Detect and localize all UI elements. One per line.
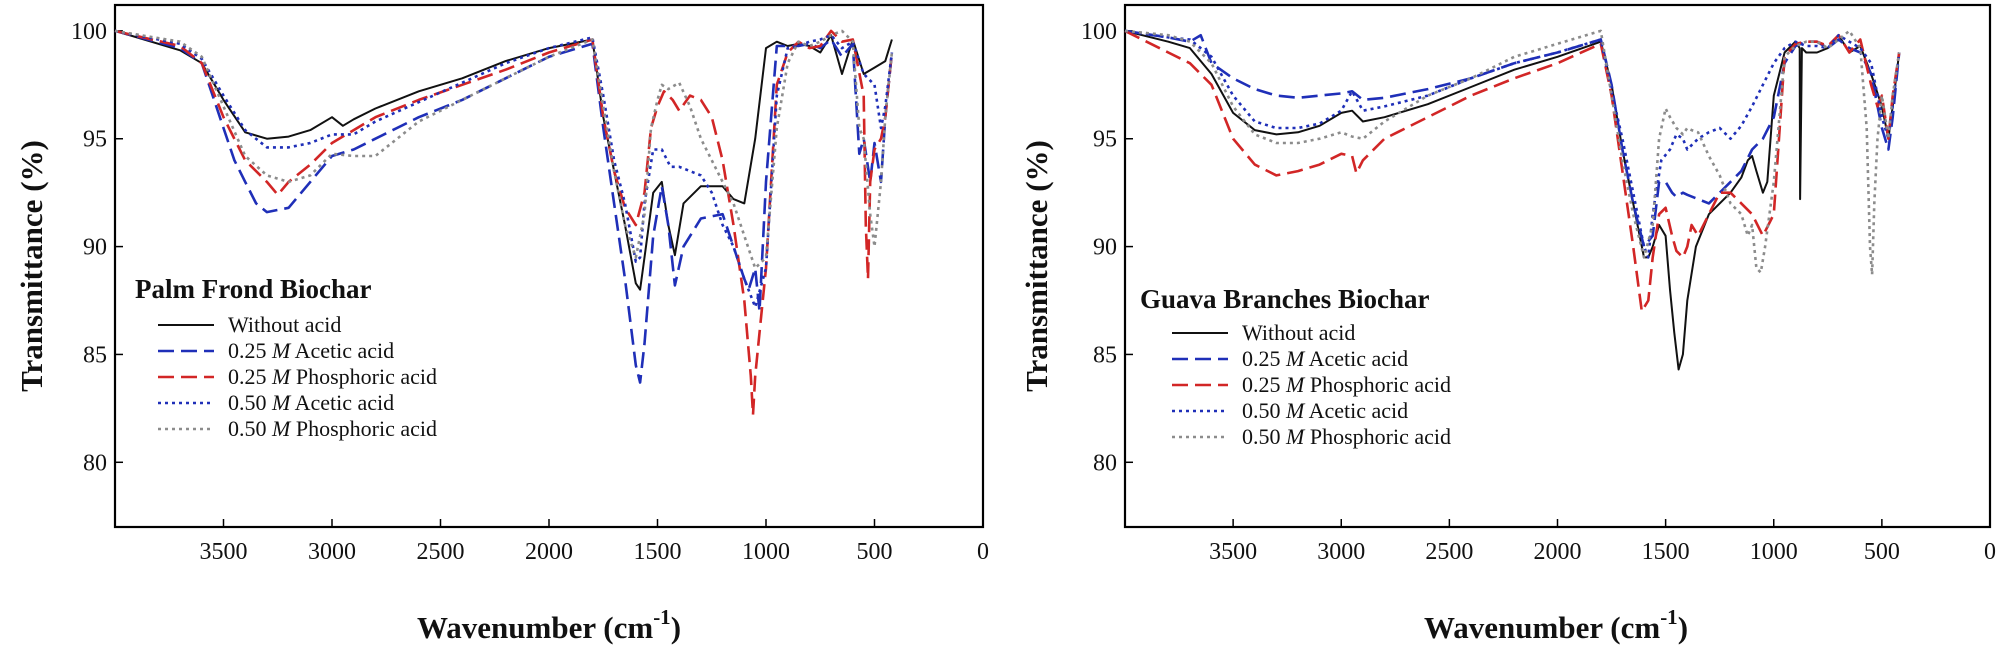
x-tick-label: 3500: [1209, 539, 1257, 565]
x-tick-label: 500: [857, 539, 893, 565]
series-line-1: [114, 29, 894, 384]
x-axis-label-superscript: -1: [1660, 605, 1678, 629]
series-lines: [114, 29, 894, 417]
x-axis-label-superscript: -1: [653, 605, 671, 629]
x-tick-label: 2500: [1425, 539, 1473, 565]
y-tick-label: 80: [1093, 450, 1117, 476]
x-tick-label: 2000: [1534, 539, 1582, 565]
y-tick-labels: 80 85 90 95 100: [71, 19, 107, 476]
series-line-2: [1124, 29, 1901, 313]
panel-guava-branches: 80 85 90 95 100 3500 3000 2500 2000 1500 1000 500 0…: [1019, 3, 1996, 645]
x-axis-label: Wavenumber (cm-1): [417, 605, 681, 645]
y-tick-label: 80: [83, 450, 107, 476]
x-tick-label: 1000: [1750, 539, 1798, 565]
legend-label-0: Without acid: [228, 312, 341, 337]
chart-title: Palm Frond Biochar: [135, 274, 372, 304]
series-line-3: [114, 29, 894, 309]
series-lines: [1124, 29, 1901, 371]
chart-title: Guava Branches Biochar: [1140, 284, 1430, 314]
plot-frame: [1123, 3, 1992, 529]
y-tick-label: 95: [1093, 127, 1117, 153]
x-tick-marks: [1232, 519, 1991, 527]
panel-palm-frond: 80 85 90 95 100 3500 3000 2500 2000 1500 1000 500 0…: [14, 3, 990, 645]
series-line-4: [114, 29, 894, 270]
plot-frame: [113, 3, 985, 529]
y-axis-label: Transmittance (%): [1019, 140, 1054, 392]
y-tick-label: 95: [83, 127, 107, 153]
x-tick-marks: [222, 519, 984, 527]
x-tick-label: 1500: [634, 539, 682, 565]
y-tick-labels: 80 85 90 95 100: [1081, 19, 1117, 476]
x-axis-label-close: ): [671, 610, 681, 645]
x-tick-label: 1000: [742, 539, 790, 565]
y-tick-label: 100: [71, 19, 107, 45]
legend-label-4: 0.50 M Phosphoric acid: [1242, 424, 1451, 449]
y-tick-label: 85: [83, 342, 107, 368]
legend-label-0: Without acid: [1242, 320, 1355, 345]
legend-label-3: 0.50 M Acetic acid: [1242, 398, 1408, 423]
x-tick-label: 3000: [1317, 539, 1365, 565]
legend-label-2: 0.25 M Phosphoric acid: [1242, 372, 1451, 397]
y-tick-label: 90: [83, 235, 107, 261]
legend-label-1: 0.25 M Acetic acid: [1242, 346, 1408, 371]
y-tick-label: 100: [1081, 19, 1117, 45]
x-axis-label-close: ): [1678, 610, 1688, 645]
y-tick-label: 85: [1093, 342, 1117, 368]
legend-label-3: 0.50 M Acetic acid: [228, 390, 394, 415]
x-tick-labels: 3500 3000 2500 2000 1500 1000 500 0: [1209, 539, 1996, 565]
legend-label-2: 0.25 M Phosphoric acid: [228, 364, 437, 389]
x-tick-labels: 3500 3000 2500 2000 1500 1000 500 0: [200, 539, 990, 565]
x-tick-label: 1500: [1642, 539, 1690, 565]
x-tick-label: 2500: [417, 539, 465, 565]
x-axis-label-main: Wavenumber (cm: [417, 610, 653, 645]
x-tick-label: 0: [1984, 539, 1996, 565]
x-tick-label: 2000: [525, 539, 573, 565]
x-tick-label: 3500: [200, 539, 248, 565]
x-axis-label-main: Wavenumber (cm: [1424, 610, 1660, 645]
y-axis-label: Transmittance (%): [14, 140, 49, 392]
legend-label-1: 0.25 M Acetic acid: [228, 338, 394, 363]
legend-label-4: 0.50 M Phosphoric acid: [228, 416, 437, 441]
x-tick-label: 500: [1864, 539, 1900, 565]
series-line-3: [1124, 29, 1901, 259]
x-axis-label: Wavenumber (cm-1): [1424, 605, 1688, 645]
series-line-0: [114, 29, 893, 291]
series-line-4: [1124, 29, 1901, 276]
x-tick-label: 0: [977, 539, 989, 565]
series-line-0: [1124, 29, 1901, 371]
y-tick-label: 90: [1093, 235, 1117, 261]
series-line-2: [114, 29, 894, 417]
x-tick-label: 3000: [308, 539, 356, 565]
